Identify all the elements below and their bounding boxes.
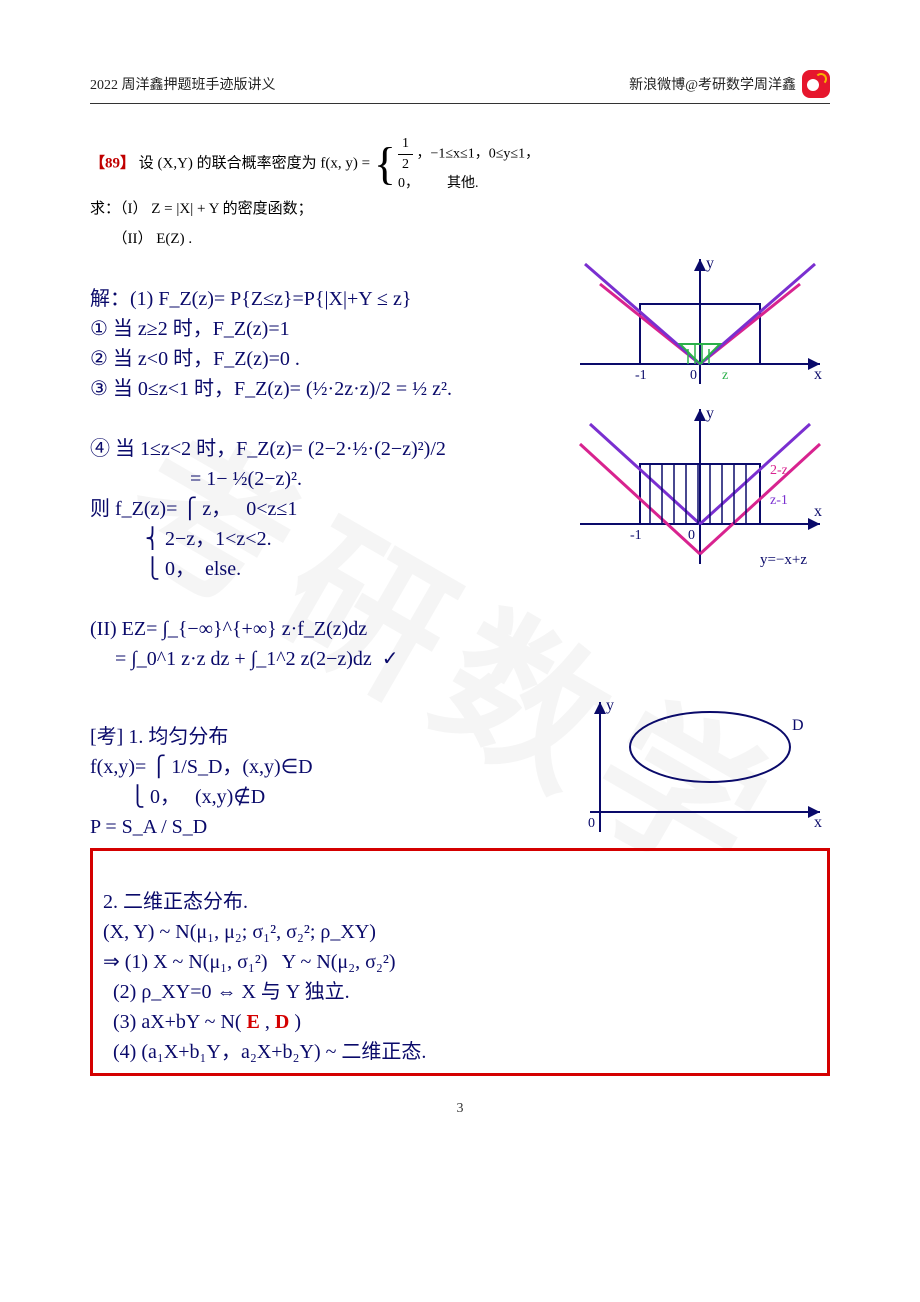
g3-origin: 0 [588, 816, 595, 831]
g2-eq: y=−x+z [760, 552, 807, 568]
weibo-icon [802, 70, 830, 98]
g1-xlabel-m1: -1 [635, 368, 647, 383]
g1-xlabel-0: 0 [690, 368, 697, 383]
hand-l7: 则 f_Z(z)= ⎧ z， 0<z≤1 [90, 498, 297, 520]
hand-l6: = 1− ½(2−z)². [90, 468, 302, 490]
hand-l8: ⎨ 2−z，1<z<2. [90, 528, 272, 550]
g2-mark-m1: -1 [630, 528, 642, 543]
piece-top-cond: ，−1≤x≤1，0≤y≤1， [416, 146, 539, 161]
page-header: 2022 周洋鑫押题班手迹版讲义 新浪微博@考研数学周洋鑫 [90, 70, 830, 104]
hand-l2: ① 当 z≥2 时，F_Z(z)=1 [90, 318, 290, 340]
header-right: 新浪微博@考研数学周洋鑫 [629, 74, 796, 94]
red-box: 2. 二维正态分布. (X, Y) ~ N(μ₁, μ₂; σ₁², σ₂²; … [90, 848, 830, 1076]
page-number: 3 [90, 1101, 830, 1117]
piece-bot: 0， [398, 176, 419, 191]
note-title: [考] 1. 均匀分布 [90, 726, 228, 748]
graph-3: D x y 0 [570, 692, 830, 842]
piece-top-den: 2 [398, 155, 413, 175]
g1-y-axis: y [706, 255, 714, 272]
box-l4-E: E [247, 1007, 260, 1037]
graph-1: -1 0 z x y [570, 254, 830, 404]
hand-l10: (II) EZ= ∫_{−∞}^{+∞} z·f_Z(z)dz [90, 618, 367, 640]
box-title: 2. 二维正态分布. [103, 891, 248, 913]
box-l5: (4) (a₁X+b₁Y，a₂X+b₂Y) ~ 二维正态. [103, 1041, 426, 1063]
g1-xlabel-z: z [722, 368, 728, 383]
g2-mark-zm1: z-1 [770, 493, 788, 508]
box-l4-D: D [275, 1007, 289, 1037]
q1: Z = |X| + Y 的密度函数； [151, 201, 312, 217]
g2-x-axis: x [814, 503, 822, 520]
note-p: P = S_A / S_D [90, 816, 207, 838]
header-left: 2022 周洋鑫押题班手迹版讲义 [90, 74, 276, 94]
box-l2: ⇒ (1) X ~ N(μ₁, σ₁²) Y ~ N(μ₂, σ₂²) [103, 951, 396, 973]
hand-l4: ③ 当 0≤z<1 时，F_Z(z)= (½·2z·z)/2 = ½ z². [90, 378, 452, 400]
piece-bot-cond: 其他. [447, 176, 479, 191]
problem-statement: 【89】 设 (X,Y) 的联合概率密度为 f(x, y) = { 12 ，−1… [90, 134, 830, 254]
g1-x-axis: x [814, 366, 822, 383]
note-fxy1: f(x,y)= ⎧ 1/S_D，(x,y)∈D [90, 756, 313, 778]
piece-top-num: 1 [398, 134, 413, 155]
box-l4a: (3) aX+bY ~ N( [103, 1007, 247, 1037]
hand-l1: 解：(1) F_Z(z)= P{Z≤z}=P{|X|+Y ≤ z} [90, 288, 411, 310]
box-l4-mid: , [260, 1007, 275, 1037]
g2-mark-2mz: 2-z [770, 463, 788, 478]
box-l4b: ) [289, 1007, 301, 1037]
box-l1: (X, Y) ~ N(μ₁, μ₂; σ₁², σ₂²; ρ_XY) [103, 921, 376, 943]
g2-mark-0: 0 [688, 528, 695, 543]
problem-tag: 【89】 [90, 155, 135, 171]
q2-label: （II） [113, 231, 153, 247]
hand-l3: ② 当 z<0 时，F_Z(z)=0 . [90, 348, 300, 370]
hand-l9: ⎩ 0， else. [90, 558, 241, 580]
hand-l5: ④ 当 1≤z<2 时，F_Z(z)= (2−2·½·(2−z)²)/2 [90, 438, 446, 460]
note-fxy2: ⎩ 0， (x,y)∉D [90, 786, 265, 808]
q1-label: 求：（I） [90, 201, 148, 217]
box-l3: (2) ρ_XY=0 ⇔ X 与 Y 独立. [103, 981, 350, 1003]
problem-lead: 设 (X,Y) 的联合概率密度为 f(x, y) = [139, 155, 370, 171]
graph-2: 2-z z-1 -1 0 y=−x+z x y [570, 404, 830, 584]
g3-D: D [792, 717, 804, 734]
q2: E(Z) . [156, 231, 192, 247]
g3-x-axis: x [814, 814, 822, 831]
g3-y-axis: y [606, 697, 614, 714]
hand-l11: = ∫_0^1 z·z dz + ∫_1^2 z(2−z)dz ✓ [90, 648, 399, 670]
g2-y-axis: y [706, 405, 714, 422]
